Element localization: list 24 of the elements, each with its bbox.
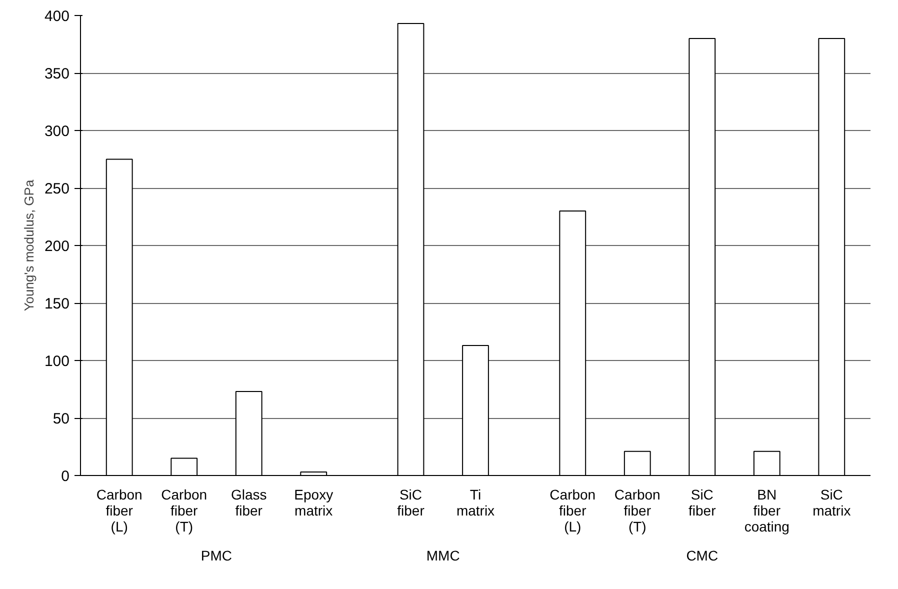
text: CMC: [686, 548, 718, 564]
x-tick-label: SiC fiber: [397, 486, 425, 518]
x-tick-label: Carbon fiber (L): [550, 486, 596, 534]
y-tick-label: 200: [44, 238, 70, 255]
y-tick-label: 150: [44, 296, 70, 312]
text: PMC: [200, 548, 232, 564]
y-tick-label: 0: [61, 468, 70, 485]
text: MMC: [426, 548, 460, 564]
x-tick-label: Carbon fiber (L): [96, 486, 142, 534]
x-tick-label: Carbon fiber (T): [614, 486, 660, 534]
y-tick-label: 300: [44, 123, 70, 140]
x-tick-label: Ti matrix: [456, 486, 495, 518]
x-tick-label: Carbon fiber (T): [161, 486, 208, 534]
x-tick-label: BN fiber coating: [744, 486, 790, 534]
x-tick-label: Epoxy matrix: [294, 486, 334, 518]
y-tick-label: 400: [44, 8, 70, 25]
y-tick-label: 350: [44, 66, 70, 82]
y-tick-label: 50: [52, 410, 70, 428]
y-tick-label: 100: [44, 353, 70, 370]
y-tick-label: 250: [44, 180, 70, 198]
x-tick-label: SiC fiber: [688, 486, 716, 518]
x-tick-label: Glass fiber: [230, 486, 267, 518]
y-axis-title: Young's modulus, GPa: [21, 179, 36, 312]
x-tick-label: SiC matrix: [812, 486, 851, 518]
